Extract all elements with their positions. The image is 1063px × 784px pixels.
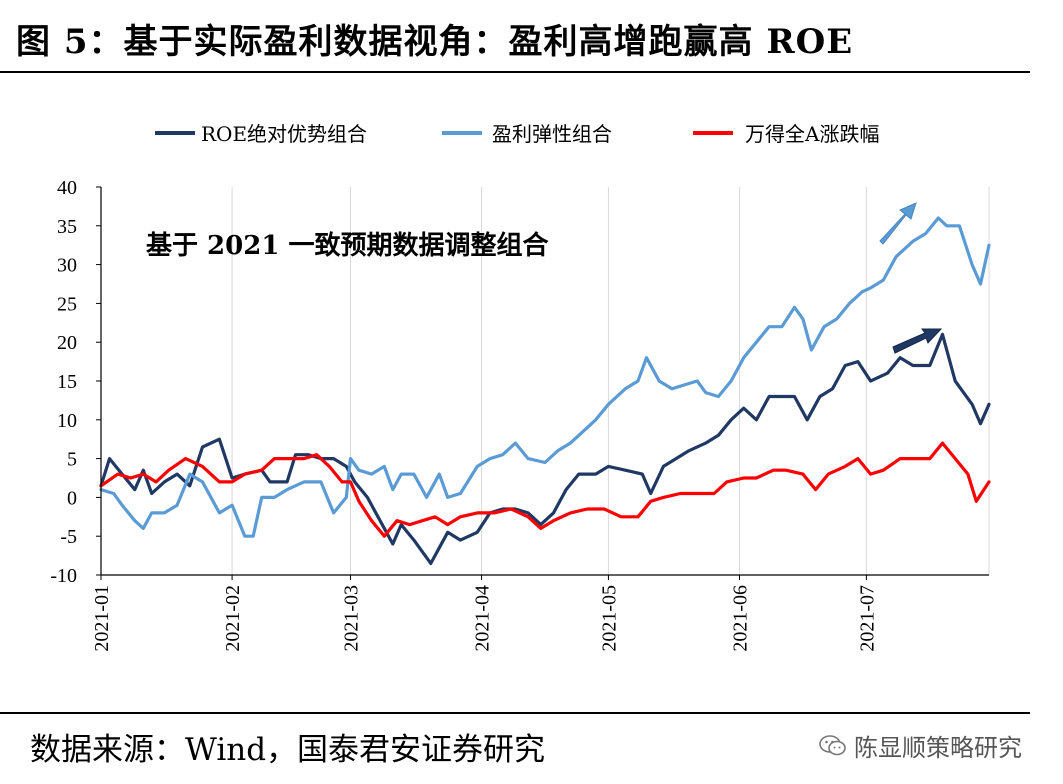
y-tick-label: 40 bbox=[57, 177, 77, 199]
x-tick-label: 2021-04 bbox=[472, 585, 494, 652]
line-chart: ROE绝对优势组合 盈利弹性组合 万得全A涨跌幅 -10 -5 0 5 10 15 20 25 30… bbox=[50, 122, 991, 652]
y-tick-label: 5 bbox=[67, 449, 77, 471]
y-tick-label: 35 bbox=[57, 216, 77, 238]
legend-label-market: 万得全A涨跌幅 bbox=[745, 122, 879, 146]
chart-legend: ROE绝对优势组合 盈利弹性组合 万得全A涨跌幅 bbox=[155, 122, 879, 146]
chart-series bbox=[99, 216, 991, 565]
y-tick-label: 25 bbox=[57, 293, 77, 315]
profit-up-arrow bbox=[879, 202, 917, 245]
legend-label-profit: 盈利弹性组合 bbox=[492, 122, 612, 146]
y-tick-label: 30 bbox=[57, 255, 77, 277]
x-tick-label: 2021-05 bbox=[598, 585, 620, 652]
source-divider bbox=[0, 712, 1030, 714]
series-line-roe bbox=[99, 332, 991, 565]
chart-arrows bbox=[879, 202, 943, 354]
series-line-market bbox=[99, 441, 991, 538]
x-tick-label: 2021-06 bbox=[730, 585, 752, 652]
x-tick-label: 2021-07 bbox=[856, 585, 878, 652]
watermark: 陈显顺策略研究 bbox=[818, 728, 1022, 763]
y-tick-label: 0 bbox=[67, 487, 77, 509]
y-tick-label: 10 bbox=[57, 410, 77, 432]
y-tick-label: 20 bbox=[57, 332, 77, 354]
watermark-text: 陈显顺策略研究 bbox=[854, 734, 1022, 762]
chart-title: 图 5：基于实际盈利数据视角：盈利高增跑赢高 ROE bbox=[16, 22, 854, 62]
legend-label-roe: ROE绝对优势组合 bbox=[201, 122, 367, 146]
wechat-icon bbox=[819, 734, 846, 755]
chart-axes: -10 -5 0 5 10 15 20 25 30 35 40 2021-01 2021-02 2021-… bbox=[50, 177, 989, 652]
x-tick-label: 2021-01 bbox=[91, 585, 113, 652]
y-tick-label: -10 bbox=[50, 565, 77, 587]
title-divider bbox=[0, 71, 1030, 73]
y-tick-label: -5 bbox=[60, 526, 77, 548]
roe-up-arrow bbox=[892, 328, 943, 354]
chart-annotation: 基于 2021 一致预期数据调整组合 bbox=[146, 230, 549, 261]
y-tick-label: 15 bbox=[57, 371, 77, 393]
x-tick-label: 2021-03 bbox=[340, 585, 362, 652]
x-tick-label: 2021-02 bbox=[222, 585, 244, 652]
series-line-profit bbox=[99, 216, 991, 538]
data-source: 数据来源：Wind，国泰君安证券研究 bbox=[30, 732, 546, 768]
